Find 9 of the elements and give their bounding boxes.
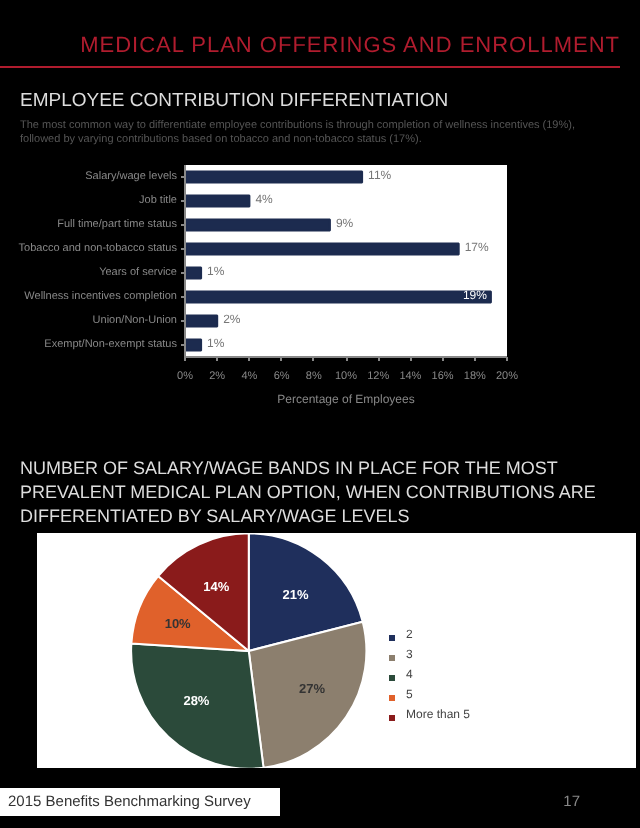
text: MEDICAL PLAN OFFERINGS AND ENROLLMENT: [80, 32, 620, 62]
chart-title: EMPLOYEE CONTRIBUTION DIFFERENTIATION: [20, 88, 449, 116]
bar: [185, 194, 251, 208]
bar: [185, 290, 492, 304]
chart-title: NUMBER OF SALARY/WAGE BANDS IN PLACE FOR THE MOST PREVALENT MEDICAL PLAN OPTION, WHEN CONTRIBUTIONS ARE DIFFERENTIATED BY SALARY/WAGE LEVELS: [20, 456, 598, 529]
bar: [185, 314, 219, 328]
bar: [185, 170, 364, 184]
bar: [185, 218, 331, 232]
bar: [185, 242, 460, 256]
